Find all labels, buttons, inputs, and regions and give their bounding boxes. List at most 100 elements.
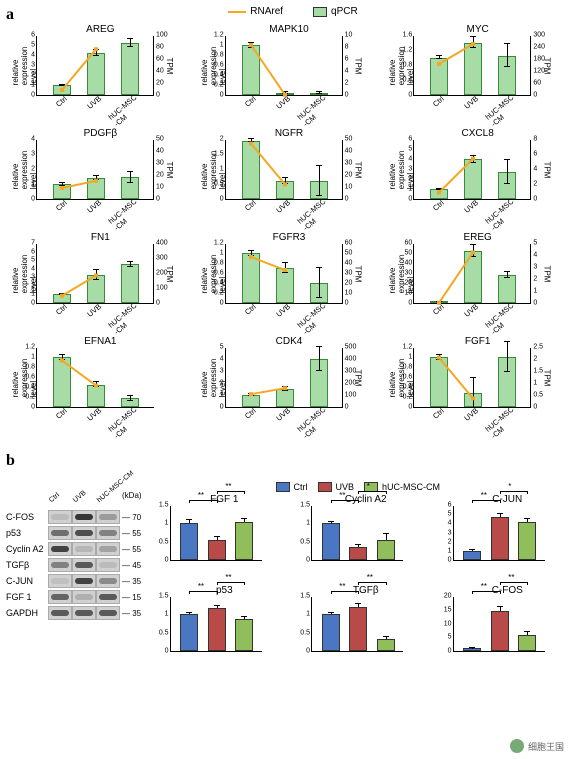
- band: [75, 514, 93, 520]
- ytick-right: 300: [531, 32, 545, 39]
- significance: **: [367, 573, 373, 582]
- wb-protein-label: FGF 1: [6, 592, 48, 602]
- bchart-TGFβ: TGFβ00.511.5****: [291, 585, 424, 670]
- ytick-left: 1.6: [403, 32, 415, 39]
- ytick-right: 20: [343, 172, 353, 179]
- ytick-right: 0: [531, 92, 537, 99]
- ytick-right: 100: [154, 285, 168, 292]
- chart-title: NGFR: [225, 128, 354, 139]
- ytick-right: 50: [343, 136, 353, 143]
- ylabel-left: relative expression level: [200, 150, 227, 189]
- wb-protein-label: GAPDH: [6, 608, 48, 618]
- xtick: Ctrl: [54, 198, 69, 212]
- band: [99, 610, 117, 616]
- plot-area: 00.20.40.60.811.200.511.522.5TPMrelative…: [413, 348, 531, 408]
- bar: [463, 551, 481, 560]
- xtick: Ctrl: [431, 94, 446, 108]
- band: [51, 546, 69, 552]
- xtick: hUC-MSC -CM: [106, 93, 144, 129]
- xtick: hUC-MSC -CM: [484, 93, 522, 129]
- ytick-left: 0: [31, 404, 37, 411]
- ytick-right: 0: [343, 404, 349, 411]
- ytick-right: 80: [154, 44, 164, 51]
- band: [75, 562, 93, 568]
- kda-value: — 15: [120, 593, 141, 602]
- plot-area: 00.20.40.60.811.2relative expression lev…: [36, 348, 154, 408]
- ytick-right: 0: [531, 196, 537, 203]
- ytick-right: 500: [343, 344, 357, 351]
- ytick-left: 60: [405, 240, 415, 247]
- xtick: UVB: [463, 406, 481, 423]
- chart-title: MAPK10: [225, 24, 354, 35]
- ytick-left: 0: [220, 196, 226, 203]
- xtick: Ctrl: [243, 94, 258, 108]
- bar: [276, 389, 294, 407]
- ytick-right: 40: [154, 68, 164, 75]
- ytick-right: 240: [531, 44, 545, 51]
- chart-title: EFNA1: [36, 336, 165, 347]
- band: [99, 546, 117, 552]
- plot-area: 00.40.81.21.6060120180240300TPMrelative …: [413, 36, 531, 96]
- plot-area: 012345602468TPMrelative expression level…: [413, 140, 531, 200]
- ytick-right: 0: [154, 196, 160, 203]
- xtick: Ctrl: [243, 198, 258, 212]
- ylabel-right: TPM: [354, 369, 363, 386]
- ytick-right: 0.5: [531, 392, 543, 399]
- xtick: Ctrl: [431, 406, 446, 420]
- chart-AREG: AREG0123456020406080100TPMrelative expre…: [6, 24, 189, 126]
- ytick-right: 5: [531, 240, 537, 247]
- legend-a: RNAref qPCR: [20, 6, 566, 17]
- wb-row: p53— 55: [6, 526, 142, 540]
- ytick-right: 30: [154, 160, 164, 167]
- xtick: hUC-MSC -CM: [484, 405, 522, 441]
- bar: [242, 253, 260, 303]
- xtick: hUC-MSC -CM: [295, 405, 333, 441]
- chart-title: CDK4: [225, 336, 354, 347]
- plot-area: 00.20.40.60.811.20102030405060TPMrelativ…: [225, 244, 343, 304]
- ylabel-left: relative expression level: [200, 358, 227, 397]
- ytick-right: 2: [531, 276, 537, 283]
- ylabel-left: relative expression level: [200, 254, 227, 293]
- significance: **: [339, 582, 345, 591]
- rna-swatch: [228, 11, 246, 13]
- chart-title: FGF1: [413, 336, 542, 347]
- ytick-right: 10: [343, 32, 353, 39]
- bar: [464, 159, 482, 199]
- xtick: hUC-MSC -CM: [295, 197, 333, 233]
- ytick-right: 30: [343, 270, 353, 277]
- xtick: hUC-MSC -CM: [484, 301, 522, 337]
- wb-row: FGF 1 — 15: [6, 590, 142, 604]
- qpcr-swatch: [313, 7, 327, 17]
- chart-title: CXCL8: [413, 128, 542, 139]
- chart-title: FN1: [36, 232, 165, 243]
- chart-NGFR: NGFR00.511.5201020304050TPMrelative expr…: [195, 128, 378, 230]
- ylabel-left: relative expression level: [11, 150, 38, 189]
- ylabel-right: TPM: [354, 265, 363, 282]
- ytick-right: 1.5: [531, 368, 543, 375]
- ytick-right: 40: [343, 148, 353, 155]
- chart-EREG: EREG0102030405060012345TPMrelative expre…: [383, 232, 566, 334]
- bar: [377, 639, 395, 651]
- kda-header: (kDa): [120, 491, 142, 500]
- ytick-right: 100: [154, 32, 168, 39]
- bar: [518, 522, 536, 560]
- xtick: Ctrl: [431, 302, 446, 316]
- wb-row: GAPDH— 35: [6, 606, 142, 620]
- ytick-right: 100: [343, 392, 357, 399]
- ytick-left: 1.2: [214, 32, 226, 39]
- plot-area: 012345670100200300400TPMrelative express…: [36, 244, 154, 304]
- bar: [276, 268, 294, 303]
- watermark-icon: [510, 739, 524, 753]
- ytick-left: 4: [31, 136, 37, 143]
- bar: [235, 522, 253, 561]
- plot-area: 0123450100200300400500TPMrelative expres…: [225, 348, 343, 408]
- ytick-right: 0: [531, 404, 537, 411]
- xtick: Ctrl: [54, 302, 69, 316]
- chart-title: FGFR3: [225, 232, 354, 243]
- ylabel-left: relative expression level: [388, 254, 415, 293]
- bar: [242, 45, 260, 95]
- chart-title: C-JUN: [453, 494, 562, 505]
- ytick-right: 4: [531, 252, 537, 259]
- band: [99, 594, 117, 600]
- bar: [53, 184, 71, 199]
